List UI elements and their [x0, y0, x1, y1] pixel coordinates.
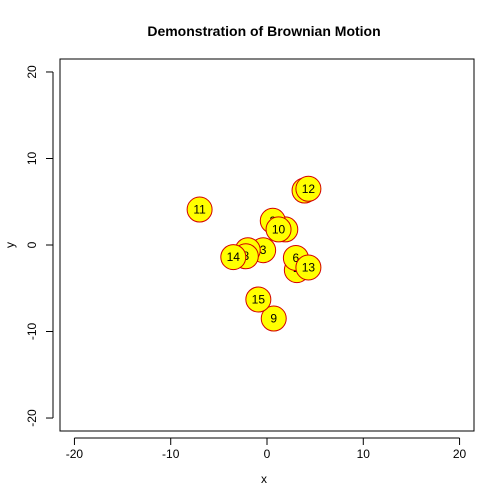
point-label: 12 — [302, 182, 316, 196]
point-12: 12 — [295, 175, 322, 202]
point-label: 14 — [227, 250, 241, 264]
x-axis-title: x — [261, 472, 267, 486]
y-tick-label: -10 — [25, 323, 39, 341]
point-9: 9 — [260, 305, 287, 332]
point-11: 11 — [186, 196, 213, 223]
data-points: 123456789101112131415 — [186, 175, 322, 332]
point-marker — [260, 305, 287, 332]
x-tick-label: 0 — [264, 447, 271, 461]
point-label: 9 — [270, 312, 277, 326]
y-tick-label: 0 — [25, 241, 39, 248]
point-label: 3 — [260, 243, 267, 257]
y-axis-title: y — [3, 242, 17, 248]
y-axis: -20 -10 0 10 20 — [25, 65, 54, 427]
x-tick-label: 10 — [357, 447, 371, 461]
point-10: 10 — [265, 216, 292, 243]
point-15: 15 — [245, 286, 272, 313]
point-marker — [295, 254, 322, 281]
y-tick-label: 10 — [25, 151, 39, 165]
y-tick-label: 20 — [25, 65, 39, 79]
y-tick-label: -20 — [25, 409, 39, 427]
point-label: 13 — [302, 260, 316, 274]
plot-frame — [59, 58, 475, 432]
point-label: 6 — [293, 251, 300, 265]
x-tick-label: -20 — [66, 447, 84, 461]
point-marker — [295, 175, 322, 202]
point-13: 13 — [295, 254, 322, 281]
x-tick-label: -10 — [162, 447, 180, 461]
chart-title: Demonstration of Brownian Motion — [147, 23, 380, 39]
point-label: 10 — [272, 222, 286, 236]
point-14: 14 — [220, 244, 247, 271]
point-marker — [220, 244, 247, 271]
point-label: 15 — [252, 293, 266, 307]
point-marker — [265, 216, 292, 243]
x-axis: -20 -10 0 10 20 — [66, 437, 467, 461]
point-label: 11 — [193, 203, 206, 217]
point-marker — [186, 196, 213, 223]
point-marker — [245, 286, 272, 313]
x-tick-label: 20 — [453, 447, 467, 461]
